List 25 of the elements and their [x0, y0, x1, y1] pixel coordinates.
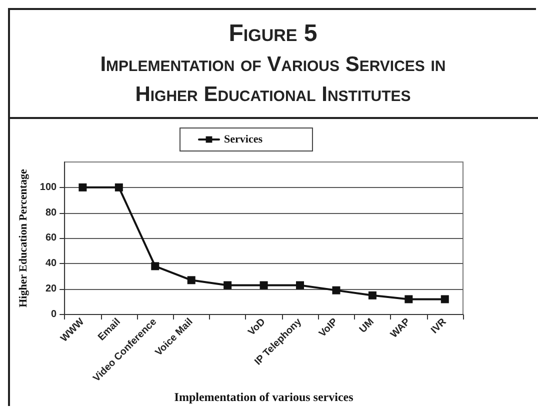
point [151, 262, 160, 270]
y-tick-label: 0 [51, 308, 58, 320]
chart-title: Figure 5 [228, 20, 318, 48]
point [332, 286, 340, 294]
point [260, 281, 268, 290]
y-axis-title: Higher Education Percentage [18, 168, 30, 308]
y-tick-label: 40 [45, 258, 58, 270]
point [187, 276, 196, 284]
legend-label: Services [224, 134, 264, 146]
y-tick-label: 80 [45, 207, 58, 218]
chart-subtitle: Implementation of Various Services in Higher Educational Institutes [99, 52, 447, 108]
point [296, 281, 304, 290]
y-tick-label: 100 [40, 182, 58, 193]
point [114, 183, 123, 192]
x-axis-title: Implementation of various services [174, 390, 354, 404]
y-tick-label: 60 [45, 232, 58, 244]
point [224, 281, 232, 290]
point [440, 295, 449, 304]
point [368, 291, 376, 300]
x-tick-label: IVR [429, 316, 449, 336]
x-tick-label: VoD [246, 316, 268, 338]
x-tick-label: UM [358, 316, 376, 336]
point [78, 183, 87, 192]
y-tick-label: 20 [45, 284, 58, 295]
point [404, 295, 413, 304]
